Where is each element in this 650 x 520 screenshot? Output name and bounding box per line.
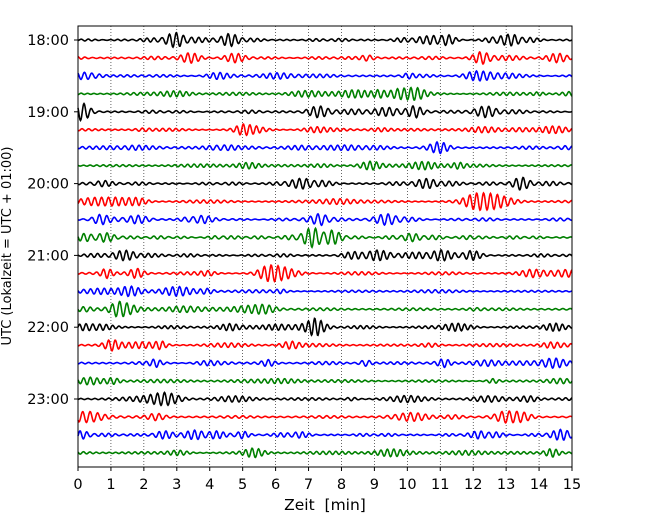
trace-1930 [77, 140, 573, 155]
x-tick-label: 15 [563, 477, 581, 493]
trace-2330 [77, 428, 573, 441]
trace-2315 [77, 410, 573, 424]
x-axis-label: Zeit [min] [284, 496, 366, 514]
trace-1830 [77, 69, 573, 82]
trace-1900 [77, 102, 573, 122]
trace-1800 [77, 31, 573, 49]
y-axis-label: UTC (Lokalzeit = UTC + 01:00) [0, 147, 15, 346]
x-tick-label: 10 [398, 477, 416, 493]
trace-2130 [77, 285, 573, 298]
x-tick-label: 13 [497, 477, 515, 493]
trace-2345 [77, 447, 573, 459]
x-tick-label: 8 [337, 477, 346, 493]
y-tick-label: 18:00 [27, 33, 69, 49]
x-tick-label: 3 [172, 477, 181, 493]
plot-frame [77, 25, 573, 468]
y-axis: 18:00 19:00 20:00 21:00 22:00 23:00 [27, 33, 78, 408]
trace-2245 [77, 376, 573, 386]
trace-2145 [77, 300, 573, 318]
trace-2100 [77, 248, 573, 262]
y-tick-label: 19:00 [27, 105, 69, 121]
seismic-traces [77, 31, 573, 459]
trace-1915 [77, 123, 573, 137]
trace-2030 [77, 212, 573, 227]
trace-1945 [77, 160, 573, 171]
x-axis: 0 1 2 3 4 5 6 7 8 9 10 11 12 13 14 15 [73, 467, 581, 493]
x-tick-label: 4 [205, 477, 214, 493]
x-tick-label: 1 [106, 477, 115, 493]
y-tick-label: 23:00 [27, 392, 69, 408]
trace-2215 [77, 339, 573, 353]
x-tick-label: 5 [238, 477, 247, 493]
trace-2045 [77, 226, 573, 249]
trace-2200 [77, 317, 573, 337]
trace-1845 [77, 86, 573, 101]
y-tick-label: 22:00 [27, 320, 69, 336]
x-tick-label: 11 [431, 477, 449, 493]
trace-2300 [77, 391, 573, 407]
y-tick-label: 20:00 [27, 177, 69, 193]
trace-2000 [77, 176, 573, 191]
x-tick-label: 6 [271, 477, 280, 493]
x-tick-label: 12 [464, 477, 482, 493]
y-tick-label: 21:00 [27, 248, 69, 264]
x-tick-label: 14 [530, 477, 548, 493]
trace-2115 [77, 264, 573, 283]
x-tick-label: 7 [304, 477, 313, 493]
x-tick-label: 2 [139, 477, 148, 493]
trace-2015 [77, 191, 573, 212]
x-tick-label: 0 [73, 477, 82, 493]
trace-1815 [77, 51, 573, 66]
trace-2230 [77, 357, 573, 369]
x-tick-label: 9 [370, 477, 379, 493]
